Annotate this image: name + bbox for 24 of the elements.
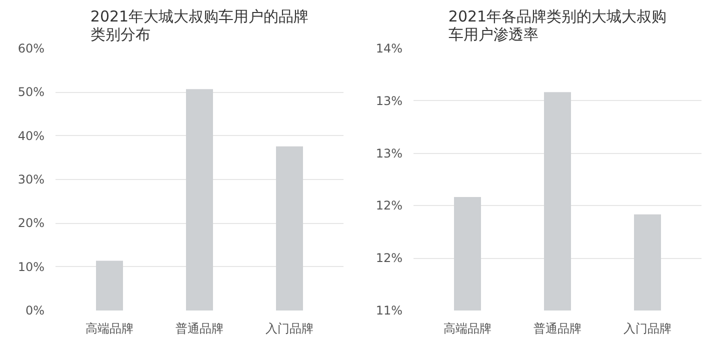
bar (276, 146, 303, 310)
y-tick-label: 12% (376, 198, 402, 213)
chart-title: 2021年各品牌类别的大城大叔购车用户渗透率 (448, 8, 667, 44)
x-tick-label: 普通品牌 (534, 322, 582, 336)
chart-title: 2021年大城大叔购车用户的品牌类别分布 (90, 8, 309, 44)
y-tick-label: 50% (18, 85, 44, 100)
x-tick-label: 入门品牌 (624, 322, 672, 336)
x-tick-label: 普通品牌 (176, 322, 224, 336)
y-tick-label: 20% (18, 216, 44, 230)
y-tick-label: 12% (376, 251, 402, 266)
y-tick-label: 0% (25, 304, 45, 318)
x-tick-label: 高端品牌 (86, 322, 134, 336)
y-tick-label: 60% (18, 42, 44, 56)
y-tick-label: 13% (376, 94, 402, 108)
y-tick-label: 30% (18, 172, 44, 186)
x-tick-label: 入门品牌 (266, 322, 314, 336)
x-tick-label: 高端品牌 (444, 322, 492, 336)
bar (96, 260, 123, 310)
y-tick-label: 11% (376, 304, 402, 318)
y-tick-label: 10% (18, 260, 44, 274)
y-tick-label: 14% (376, 42, 402, 56)
y-tick-label: 13% (376, 146, 402, 160)
y-tick-label: 40% (18, 128, 44, 143)
bar (186, 89, 213, 310)
